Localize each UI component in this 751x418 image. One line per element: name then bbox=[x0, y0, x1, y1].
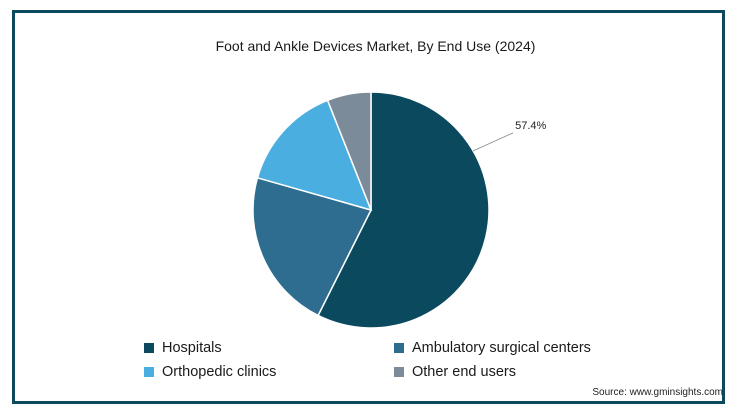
legend-swatch-orthopedic bbox=[144, 367, 154, 377]
pie-slice-ambulatory-surgical-centers bbox=[252, 176, 373, 317]
legend-item-ambulatory: Ambulatory surgical centers bbox=[394, 340, 591, 356]
legend-swatch-other bbox=[394, 367, 404, 377]
legend-swatch-hospitals bbox=[144, 343, 154, 353]
chart-title: Foot and Ankle Devices Market, By End Us… bbox=[215, 38, 536, 54]
legend-item-orthopedic: Orthopedic clinics bbox=[144, 364, 276, 380]
pie-slice-hospitals bbox=[317, 91, 490, 329]
legend-label: Hospitals bbox=[162, 340, 222, 356]
slice-label-leader bbox=[472, 132, 514, 152]
legend-label: Ambulatory surgical centers bbox=[412, 340, 591, 356]
legend-swatch-ambulatory bbox=[394, 343, 404, 353]
legend-item-hospitals: Hospitals bbox=[144, 340, 222, 356]
slice-label-hospitals: 57.4% bbox=[515, 120, 546, 132]
legend-item-other: Other end users bbox=[394, 364, 516, 380]
pie-slice-orthopedic-clinics bbox=[256, 99, 373, 212]
source-note: Source: www.gminsights.com bbox=[592, 387, 723, 398]
legend-label: Orthopedic clinics bbox=[162, 364, 277, 380]
legend-label: Other end users bbox=[412, 364, 516, 380]
pie-slice-other-end-users bbox=[326, 91, 372, 211]
